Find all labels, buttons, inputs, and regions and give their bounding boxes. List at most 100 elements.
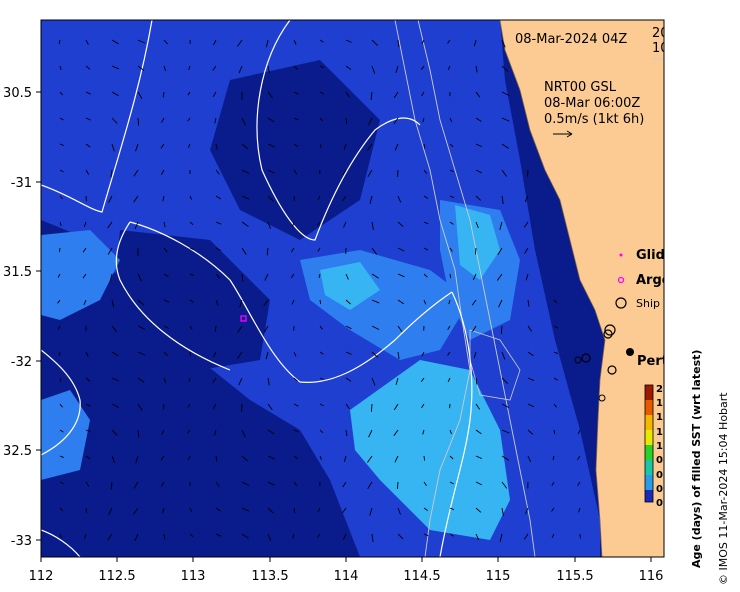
y-axis [36,91,41,541]
current-arrow [317,247,321,252]
current-arrow [369,507,373,516]
y-tick-label: -32 [11,355,32,370]
current-arrow [161,429,165,436]
current-arrow [471,299,477,306]
current-arrow [317,507,321,512]
x-tick-label: 115 [486,569,511,584]
current-arrow [189,351,191,357]
current-arrow [397,325,403,332]
current-arrow [215,169,220,175]
current-arrows [57,39,581,542]
current-arrow [371,221,374,230]
current-arrow [447,325,451,330]
current-arrow [423,299,427,305]
ssh-contour-5 [41,349,81,456]
glider-legend-label: Glider [636,248,681,263]
current-arrow [367,481,373,489]
colorbar-tick: 0.25 [656,484,681,495]
ocean-cyan-region-3 [320,262,380,310]
current-arrow [371,351,379,358]
current-arrow [393,403,399,411]
current-arrow [369,195,373,204]
contour-label-1000m: 1000m [652,41,698,56]
current-arrow [160,455,165,461]
current-arrow [214,117,217,124]
current-arrow [449,533,454,537]
colorbar-tick: 1.25 [656,427,681,438]
ship-legend-label: Ship [636,297,660,310]
current-arrow [501,39,506,48]
current-arrow [135,143,139,152]
current-arrow [237,351,243,359]
current-arrow [215,533,222,537]
current-arrow [293,39,297,45]
current-arrow [423,143,426,149]
current-arrow [163,351,169,357]
current-arrow [241,221,249,227]
current-arrow [319,117,324,122]
current-arrow [496,273,503,281]
current-arrow [524,247,529,254]
current-arrow [475,429,482,435]
current-arrow [215,507,221,512]
current-arrow [137,39,146,44]
current-arrow [59,169,64,173]
current-arrow [319,455,322,460]
current-arrow [189,273,194,277]
current-arrow [107,533,113,541]
current-arrow [85,377,91,382]
ship-marker [607,365,617,375]
current-arrow [449,221,454,225]
current-arrow [85,39,89,45]
current-arrow [58,39,61,44]
current-arrow [524,195,529,203]
current-arrow [447,351,451,356]
x-tick-label: 114.5 [403,569,440,584]
y-tick-label: 32.5 [3,444,32,459]
current-arrow [345,39,352,43]
current-arrow [527,429,534,435]
current-arrow [266,247,269,256]
ssh-contour-7 [439,291,473,557]
current-arrow [267,429,275,435]
current-arrow [553,351,559,355]
current-arrow [368,117,373,126]
current-arrow [394,143,399,151]
current-arrow [475,91,481,98]
current-arrow [85,403,91,407]
current-arrow [449,273,452,279]
current-arrow [59,195,64,200]
current-arrow [423,455,426,461]
current-arrow [475,377,478,385]
current-arrow [527,325,533,332]
current-arrow [397,39,400,47]
current-arrow [501,143,509,149]
current-arrow [187,403,191,408]
current-arrow [137,351,146,356]
current-arrow [163,377,167,384]
current-arrow [397,221,404,228]
current-arrow [293,377,298,382]
y-tick-label: -31 [11,176,32,191]
current-arrow [137,325,146,330]
y-tick-label: -33 [11,534,32,549]
current-arrow [137,377,145,383]
current-arrow [423,247,429,251]
current-arrow [421,91,425,97]
ship-legend-icon [615,297,627,309]
current-arrow [59,533,62,538]
current-arrow [267,455,275,460]
current-arrow [293,65,298,70]
colorbar-tick: 0 [656,498,663,509]
current-arrow [134,221,139,230]
current-arrow [212,65,217,71]
colorbar-tick: 1 [656,441,663,452]
current-arrow [189,533,194,538]
current-arrow [161,117,165,123]
current-arrow [501,377,509,384]
current-arrow [499,533,503,542]
current-arrow [371,533,374,542]
map-frame [40,19,665,558]
current-arrow [163,247,168,253]
current-arrow [367,143,373,151]
